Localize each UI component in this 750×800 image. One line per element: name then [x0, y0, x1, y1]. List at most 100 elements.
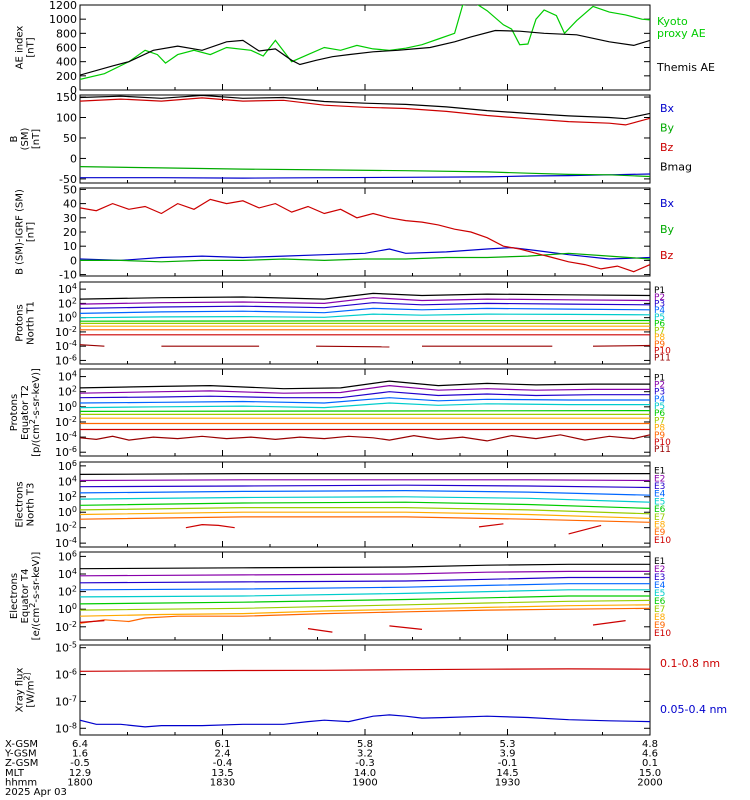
- y-tick-label: 10-2: [55, 324, 77, 339]
- series-line-e6: [80, 595, 650, 605]
- y-tick-label: 100: [58, 399, 77, 414]
- series-line-p1: [80, 380, 650, 390]
- legend-entry: E8: [654, 613, 666, 623]
- y-axis-title: Electrons: [15, 481, 26, 527]
- legend-entry: P4: [654, 395, 665, 405]
- panel-2: 150 100 50 0 -50 B (SM) [nT] Bx By Bz Bmag: [9, 91, 692, 186]
- x-row-label: Y-GSM: [4, 749, 37, 760]
- y-tick-label: 40: [63, 198, 77, 211]
- series-line-p2: [80, 297, 650, 305]
- x-column-value: -0.5: [70, 758, 90, 769]
- x-column-value: -0.3: [355, 758, 375, 769]
- y-axis-title: [W/m2]: [22, 672, 37, 707]
- legend-entry: P8: [654, 333, 665, 343]
- legend: Kyoto proxy AE Themis AE: [656, 15, 715, 74]
- series-line-e10: [478, 523, 504, 528]
- panel-frame: [79, 368, 651, 457]
- y-tick-label: 100: [58, 602, 77, 617]
- legend-entry: P1: [654, 373, 665, 383]
- legend-entry: 0.1-0.8 nm: [660, 657, 720, 670]
- series-line-e10: [185, 523, 235, 529]
- legend-entry: E3: [654, 482, 665, 492]
- x-column-value: 6.1: [215, 739, 231, 750]
- series-line-bx: [80, 246, 650, 262]
- series-line-e9: [80, 516, 650, 523]
- series-line-p3: [80, 391, 650, 399]
- y-tick-label: 10-7: [55, 694, 77, 709]
- legend-entry: E2: [654, 565, 665, 575]
- x-column-value: 6.4: [72, 739, 88, 750]
- legend-entry: E9: [654, 528, 666, 538]
- panel-frame: [79, 187, 651, 277]
- x-column-value: 1830: [210, 777, 235, 788]
- legend-entry: E3: [654, 573, 665, 583]
- series-line-e8: [80, 604, 650, 617]
- series-line-bx: [80, 173, 650, 179]
- x-column-value: 5.8: [357, 739, 373, 750]
- x-column-value: 4.6: [642, 749, 658, 760]
- legend-entry: E9: [654, 621, 666, 631]
- legend-entry: E8: [654, 521, 666, 531]
- panel-series: [80, 292, 650, 348]
- series-line-p4: [80, 397, 650, 404]
- legend-entry: P11: [654, 353, 671, 363]
- x-row-label: X-GSM: [5, 739, 38, 750]
- x-column-value: 1.6: [72, 749, 88, 760]
- series-line-p11: [80, 344, 105, 347]
- x-column-value: 15.0: [639, 768, 661, 779]
- series-line-e10: [80, 620, 105, 623]
- y-tick-label: 104: [58, 369, 77, 384]
- y-tick-label: 10-8: [55, 721, 77, 736]
- y-tick-label: 30: [63, 212, 77, 225]
- legend-entry: P6: [654, 320, 665, 330]
- series-line-e2: [80, 479, 650, 482]
- y-tick-label: 104: [58, 282, 77, 297]
- series-line-e10: [307, 628, 333, 633]
- x-column-value: 5.3: [500, 739, 516, 750]
- y-axis-title: (SM): [20, 128, 31, 151]
- y-tick-label: 400: [56, 56, 77, 69]
- y-axis-title: Electrons: [9, 573, 20, 619]
- y-axis-title: Protons: [15, 304, 26, 341]
- series-line-kyoto-proxy-ae: [80, 5, 650, 80]
- series-line-e8: [80, 511, 650, 519]
- y-tick-label: 104: [58, 567, 77, 582]
- series-line-p5: [80, 313, 650, 319]
- series-line-e6: [80, 501, 650, 509]
- x-column-value: 1900: [352, 777, 377, 788]
- y-tick-label: 0: [70, 152, 77, 165]
- series-line-p1: [80, 292, 650, 300]
- y-tick-label: 104: [58, 474, 77, 489]
- legend-entry: Themis AE: [656, 61, 715, 74]
- panel-series: [80, 198, 650, 273]
- legend-entry: P5: [654, 313, 665, 323]
- x-column-value: 3.2: [357, 749, 373, 760]
- legend-entry: E6: [654, 505, 666, 515]
- y-tick-label: 100: [56, 112, 77, 125]
- y-tick-label: 10-2: [55, 414, 77, 429]
- legend-entry: E10: [654, 536, 671, 546]
- legend-entry: P3: [654, 299, 665, 309]
- legend-entry: Kyoto proxy AE: [657, 15, 706, 40]
- y-tick-label: 600: [56, 42, 77, 55]
- legend-entry: P6: [654, 409, 665, 419]
- legend-entry: Bmag: [660, 160, 692, 173]
- series-line-e5: [80, 496, 650, 503]
- x-column-value: 3.9: [500, 749, 516, 760]
- legend-entry: P9: [654, 431, 665, 441]
- legend-entry: Bz: [660, 249, 674, 262]
- series-line-p11: [592, 344, 650, 347]
- legend-entry: By: [660, 223, 675, 236]
- panel-series: [80, 563, 650, 633]
- series-line-e3: [80, 576, 650, 584]
- y-tick-label: 102: [58, 384, 77, 399]
- y-tick-label: 10-2: [55, 619, 77, 634]
- y-tick-label: 102: [58, 489, 77, 504]
- panel-series: [80, 380, 650, 442]
- series-line-by: [80, 252, 650, 263]
- y-tick-label: 20: [63, 226, 77, 239]
- series-line-e4: [80, 583, 650, 591]
